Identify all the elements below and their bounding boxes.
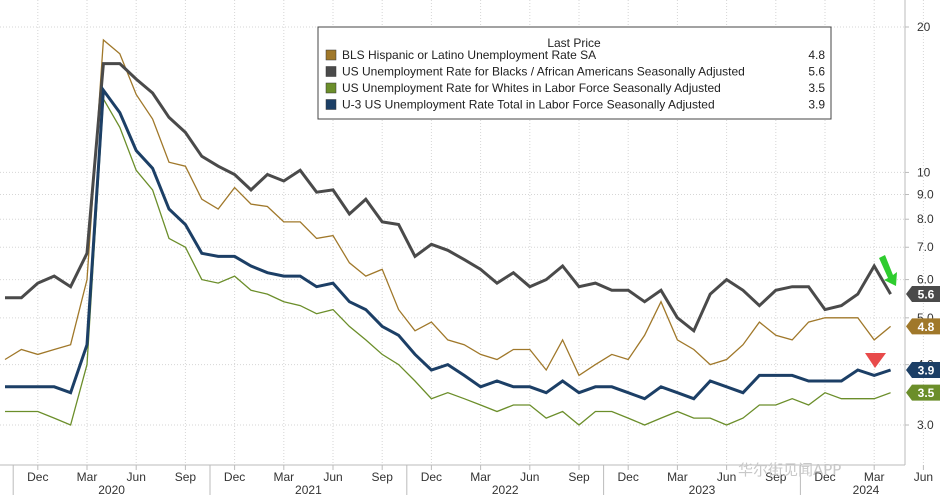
legend-entry: BLS Hispanic or Latino Unemployment Rate… [325, 48, 825, 62]
year-label: 2023 [689, 483, 716, 495]
series-line-2 [5, 96, 891, 426]
x-tick-label: Jun [717, 470, 736, 484]
last-value-badge: 5.6 [906, 286, 940, 303]
legend-swatch [325, 99, 337, 110]
legend-swatch [325, 49, 337, 61]
y-tick-label: 20 [917, 20, 931, 34]
legend-title: Last Price [547, 36, 601, 50]
year-label: 2024 [853, 483, 880, 495]
year-label: 2020 [98, 483, 125, 495]
x-tick-label: Mar [77, 470, 98, 484]
x-tick-label: Jun [520, 470, 539, 484]
x-tick-label: Sep [175, 470, 197, 484]
badge-shape [906, 361, 940, 378]
legend-label: U-3 US Unemployment Rate Total in Labor … [342, 98, 715, 112]
year-label: 2021 [295, 483, 322, 495]
x-axis: Dec Mar Jun Sep Dec Mar Jun Sep Dec Mar Jun Sep Dec M… [0, 464, 933, 495]
last-value-badge: 4.8 [906, 318, 940, 335]
x-tick-label: Jun [323, 470, 342, 484]
legend-last-value: 3.9 [808, 98, 825, 112]
series-line-0 [4, 38, 892, 377]
last-value-badge: 3.9 [906, 361, 940, 378]
x-tick-label: Sep [568, 470, 590, 484]
legend-label: BLS Hispanic or Latino Unemployment Rate… [342, 48, 596, 62]
badge-value: 3.9 [918, 363, 935, 377]
series-line-1 [5, 62, 892, 334]
legend-label: US Unemployment Rate for Blacks / Africa… [342, 65, 745, 79]
y-tick-label: 8.0 [917, 212, 934, 226]
x-tick-label: Jun [127, 470, 146, 484]
x-tick-label: Dec [421, 470, 442, 484]
badge-shape [906, 318, 940, 335]
legend-swatch [325, 66, 337, 77]
x-tick-label: Dec [224, 470, 245, 484]
x-tick-label: Dec [27, 470, 48, 484]
badge-value: 3.5 [918, 386, 935, 400]
last-value-badges: 4.8 5.6 3.5 3.9 [906, 286, 940, 401]
watermark: 华尔街见闻APP [738, 461, 841, 479]
legend-entry: US Unemployment Rate for Blacks / Africa… [325, 65, 825, 79]
x-tick-label: Dec [814, 470, 835, 484]
y-tick-label: 3.0 [917, 418, 934, 432]
annotation-markers [865, 255, 897, 368]
series-line-3 [5, 85, 892, 401]
x-tick-label: Dec [618, 470, 639, 484]
legend-box [317, 26, 832, 120]
year-label: 2022 [492, 483, 519, 495]
y-tick-label: 7.0 [917, 240, 934, 254]
x-tick-label: Mar [667, 470, 688, 484]
x-tick-label: Mar [273, 470, 294, 484]
down-triangle-icon [865, 353, 886, 368]
x-tick-label: Mar [470, 470, 491, 484]
badge-shape [906, 384, 940, 401]
x-tick-label: Jun [914, 470, 933, 484]
legend-entry: U-3 US Unemployment Rate Total in Labor … [325, 98, 825, 112]
legend-entry: US Unemployment Rate for Whites in Labor… [325, 81, 825, 95]
x-tick-label: Sep [372, 470, 394, 484]
last-value-badge: 3.5 [906, 384, 940, 401]
legend-last-value: 5.6 [808, 65, 825, 79]
legend-last-value: 4.8 [808, 48, 825, 62]
y-tick-label: 6.0 [917, 273, 934, 287]
badge-value: 5.6 [918, 288, 935, 302]
legend-last-value: 3.5 [808, 81, 825, 95]
y-tick-label: 10 [917, 165, 931, 179]
legend-label: US Unemployment Rate for Whites in Labor… [342, 81, 721, 95]
badge-value: 4.8 [918, 320, 935, 334]
series-lines [4, 38, 892, 426]
down-arrow-icon [879, 255, 897, 286]
legend-swatch [325, 82, 337, 94]
y-tick-label: 9.0 [917, 188, 934, 202]
x-tick-label: Sep [765, 470, 787, 484]
badge-shape [906, 286, 940, 303]
x-tick-label: Mar [864, 470, 885, 484]
